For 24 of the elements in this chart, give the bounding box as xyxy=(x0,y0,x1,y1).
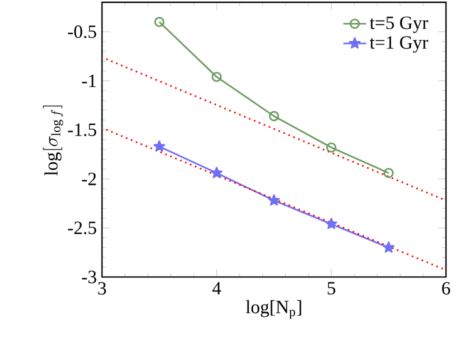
y-tick-label: -2.5 xyxy=(68,222,96,234)
point xyxy=(212,72,222,82)
point xyxy=(154,16,164,28)
point xyxy=(384,168,394,178)
point xyxy=(326,142,336,153)
point xyxy=(268,111,280,122)
x-tick-label: 5 xyxy=(328,282,336,295)
y-tick-label: -2 xyxy=(82,172,96,186)
point xyxy=(210,166,223,178)
point xyxy=(153,140,166,152)
legend-label: t=1 Gyr xyxy=(370,36,428,53)
x-tick-label: 3 xyxy=(98,282,106,295)
point xyxy=(382,241,395,253)
y-tick-label: -1 xyxy=(82,74,96,87)
y-axis-title: $\log[\sigma_{\log f}]$ xyxy=(43,106,64,176)
y-tick-label: -3 xyxy=(82,270,96,284)
y-tick-label: -1.5 xyxy=(68,124,96,136)
x-tick-label: 4 xyxy=(212,282,222,294)
x-tick-label: 6 xyxy=(442,282,450,295)
point xyxy=(268,194,280,206)
point xyxy=(325,218,338,230)
y-tick-label: -0.5 xyxy=(68,25,96,38)
x-axis-title: log[N$_{p}$] xyxy=(246,300,302,319)
legend-label: t=5 Gyr xyxy=(370,16,428,33)
